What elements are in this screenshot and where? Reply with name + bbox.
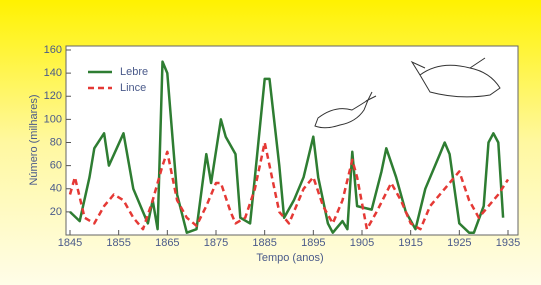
y-tick-label: 100 [44,113,62,125]
x-tick-label: 1865 [155,237,179,249]
y-tick-label: 120 [44,90,62,102]
x-tick-label: 1875 [204,237,228,249]
y-tick-label: 160 [44,44,62,56]
y-tick-label: 60 [50,160,62,172]
y-axis-label: Número (milhares) [28,94,40,185]
x-tick-label: 1925 [447,237,471,249]
x-tick-label: 1895 [301,237,325,249]
chart: Tempo (anos) Número (milhares) 20 40 60 80 1… [0,0,541,285]
x-tick-label: 1845 [58,237,82,249]
x-tick-label: 1905 [350,237,374,249]
legend-label: Lince [120,82,146,94]
x-tick-label: 1915 [398,237,422,249]
x-tick-label: 1855 [106,237,130,249]
x-tick-label: 1885 [252,237,276,249]
y-tick-label: 140 [44,67,62,79]
y-tick-label: 40 [50,183,62,195]
x-tick-label: 1935 [496,237,520,249]
y-tick-label: 80 [50,136,62,148]
legend-label: Lebre [120,66,148,78]
page: {"chart_data": {"type": "line", "xlabel"… [0,0,541,285]
x-axis-label: Tempo (anos) [256,252,323,264]
y-tick-label: 20 [50,206,62,218]
